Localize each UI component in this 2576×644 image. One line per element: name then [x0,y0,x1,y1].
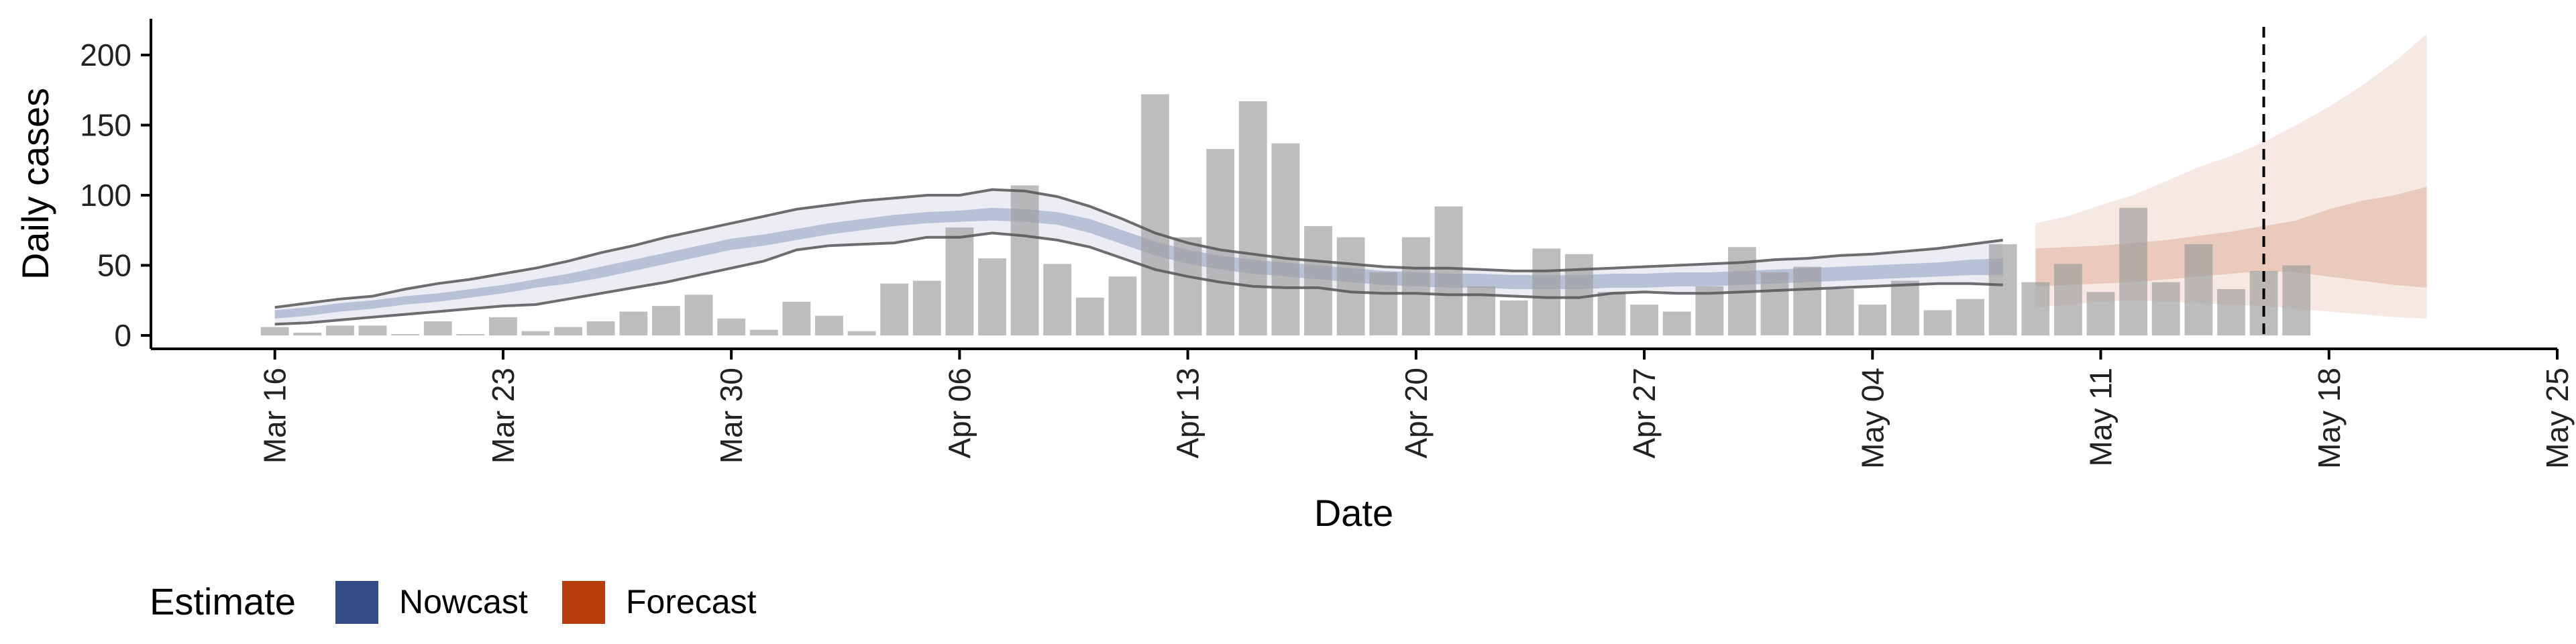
y-tick-label: 0 [114,318,131,353]
x-tick-label: May 04 [1855,368,1890,469]
case-bar [847,331,876,335]
nowcast-bounds-layer [274,188,2003,326]
case-bar [293,332,322,335]
y-axis-title: Daily cases [14,88,56,280]
case-bar [1141,94,1169,335]
case-bar [1434,206,1463,335]
case-bar [684,294,713,335]
nowcast-upper-line [274,188,2003,309]
case-bar [423,321,452,335]
case-bar [2151,282,2180,335]
case-bar [1336,237,1365,335]
case-bar [2217,289,2245,335]
case-bar [1499,300,1528,336]
case-bar [1075,297,1104,335]
case-bar [1271,143,1300,335]
case-bar [1662,311,1691,335]
case-bar [1858,305,1887,335]
nowcast-50-ribbon [274,207,2003,319]
case-bar [1304,226,1332,335]
legend-swatch-nowcast [335,581,378,624]
case-bar [358,325,387,335]
case-bar [1206,149,1235,335]
case-bar [1108,276,1137,335]
case-bar [1173,237,1202,335]
case-bar [1923,310,1952,335]
case-bar [1760,272,1789,335]
case-bar [619,311,648,335]
x-tick-label: May 25 [2540,368,2575,469]
case-bar [1825,289,1854,335]
x-axis-title: Date [1314,492,1393,534]
y-tick-label: 150 [80,108,131,143]
case-bar [326,325,354,335]
case-bar [456,334,485,335]
case-bar [912,280,941,335]
x-tick-label: Apr 20 [1399,368,1434,459]
case-bar [1238,101,1267,335]
case-bar [1988,244,2017,335]
case-bar [521,331,550,335]
case-bar [652,306,680,335]
x-tick-label: Apr 06 [942,368,977,459]
case-bars-layer [260,94,2311,336]
case-bar [1043,264,1072,335]
case-bar [815,315,843,335]
case-bar [749,329,778,335]
x-ticks-layer: Mar 16 Mar 23 Mar 30 Apr 06 Apr 13 Apr 20 Apr … [258,349,2575,469]
case-bar [1010,185,1039,335]
x-tick-label: May 18 [2312,368,2347,469]
case-bar [1565,254,1593,335]
axes-layer [150,19,2557,350]
case-bar [1956,299,1984,335]
nowcast-50-ribbon-layer [274,207,2003,319]
case-bar [260,327,289,335]
legend-swatch-forecast [562,581,605,624]
nowcast-lower-line [274,231,2003,326]
case-bar [1369,272,1398,335]
y-tick-label: 100 [80,178,131,213]
case-bar [1793,266,1821,335]
legend-label-nowcast: Nowcast [399,583,528,621]
case-bar [2282,265,2311,335]
case-bar [945,227,974,335]
case-bar [1630,305,1658,335]
case-bar [489,317,517,335]
case-bar [1401,237,1430,335]
case-bar [586,321,615,335]
legend-label-forecast: Forecast [626,583,757,621]
case-bar [782,301,811,335]
case-bar [717,318,746,335]
y-tick-label: 200 [80,38,131,72]
case-bar [880,283,909,335]
legend-title: Estimate [150,580,296,623]
case-bar [2054,264,2082,335]
x-tick-label: Mar 30 [714,368,749,464]
y-ticks-layer: 0 50 100 150 200 [80,38,151,353]
x-tick-label: Mar 16 [258,368,292,464]
case-bar [1532,248,1561,335]
case-bar [1597,292,1626,335]
case-bar [2119,207,2147,335]
x-tick-label: Apr 27 [1627,368,1662,459]
x-tick-label: Apr 13 [1171,368,1205,459]
case-bar [391,334,419,335]
case-bar [2021,282,2050,335]
case-bar [554,327,582,335]
legend: Estimate Nowcast Forecast [150,580,757,624]
case-bar [978,258,1006,336]
y-tick-label: 50 [97,248,131,283]
case-bar [2086,292,2115,335]
case-bar [1891,280,1919,335]
case-bar [2184,244,2213,335]
x-tick-label: May 11 [2084,368,2118,466]
x-tick-label: Mar 23 [486,368,521,464]
